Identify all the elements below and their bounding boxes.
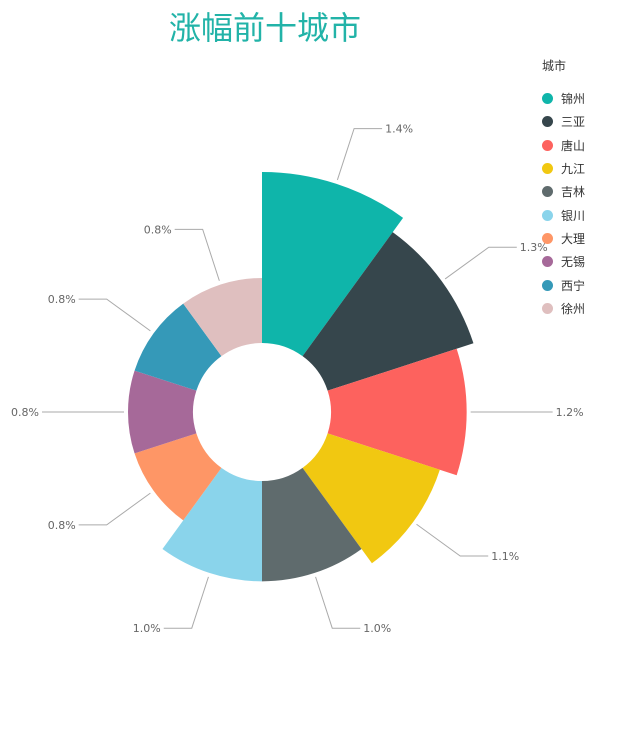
- legend-label: 唐山: [561, 138, 586, 153]
- rose-slice-三亚[interactable]: [302, 232, 474, 391]
- legend: 城市 锦州三亚唐山九江吉林银川大理无锡西宁徐州: [542, 57, 585, 320]
- data-label-徐州: 0.8%: [144, 223, 172, 236]
- label-line-九江: [416, 523, 489, 557]
- legend-label: 九江: [561, 162, 586, 177]
- label-line-锦州: [336, 128, 383, 181]
- legend-item-西宁[interactable]: 西宁: [542, 273, 585, 296]
- data-label-吉林: 1.0%: [363, 622, 391, 635]
- legend-label: 三亚: [561, 115, 586, 130]
- label-line-徐州: [174, 228, 220, 281]
- data-label-西宁: 0.8%: [48, 293, 76, 306]
- legend-label: 大理: [561, 231, 586, 246]
- legend-item-大理[interactable]: 大理: [542, 227, 585, 250]
- data-label-九江: 1.1%: [491, 550, 519, 563]
- legend-label: 银川: [561, 208, 586, 223]
- legend-item-银川[interactable]: 银川: [542, 203, 585, 226]
- legend-marker: [542, 256, 553, 268]
- legend-marker: [542, 209, 553, 221]
- legend-item-九江[interactable]: 九江: [542, 157, 585, 180]
- label-line-吉林: [315, 576, 361, 629]
- legend-marker: [542, 163, 553, 175]
- legend-label: 徐州: [561, 301, 586, 316]
- legend-marker: [542, 93, 553, 105]
- legend-label: 吉林: [561, 185, 586, 200]
- legend-marker: [542, 139, 553, 151]
- legend-item-三亚[interactable]: 三亚: [542, 110, 585, 133]
- legend-marker: [542, 279, 553, 291]
- data-label-大理: 0.8%: [48, 519, 76, 532]
- legend-marker: [542, 186, 553, 198]
- legend-label: 锦州: [561, 92, 586, 107]
- legend-items: 锦州三亚唐山九江吉林银川大理无锡西宁徐州: [542, 87, 585, 320]
- rose-slice-吉林[interactable]: [262, 467, 362, 582]
- legend-label: 西宁: [561, 278, 586, 293]
- rose-slice-锦州[interactable]: [262, 172, 404, 357]
- legend-label: 无锡: [561, 255, 586, 270]
- legend-item-吉林[interactable]: 吉林: [542, 180, 585, 203]
- legend-marker: [542, 116, 553, 128]
- rose-slice-九江[interactable]: [302, 433, 440, 564]
- rose-slice-大理[interactable]: [134, 433, 222, 521]
- rose-slice-银川[interactable]: [162, 467, 262, 582]
- legend-item-锦州[interactable]: 锦州: [542, 87, 585, 110]
- rose-slice-唐山[interactable]: [327, 348, 467, 476]
- legend-marker: [542, 302, 553, 314]
- rose-slice-无锡[interactable]: [128, 370, 197, 454]
- label-line-银川: [163, 576, 209, 629]
- data-label-唐山: 1.2%: [556, 406, 584, 419]
- legend-title: 城市: [542, 59, 567, 73]
- data-label-锦州: 1.4%: [385, 123, 413, 136]
- legend-item-无锡[interactable]: 无锡: [542, 250, 585, 273]
- rose-slice-徐州[interactable]: [183, 278, 262, 357]
- data-label-三亚: 1.3%: [520, 241, 548, 254]
- label-line-大理: [78, 492, 151, 526]
- rose-slice-西宁[interactable]: [134, 303, 222, 391]
- chart-title: 涨幅前十城市: [168, 9, 361, 47]
- legend-item-唐山[interactable]: 唐山: [542, 134, 585, 157]
- label-line-三亚: [444, 246, 517, 280]
- data-label-银川: 1.0%: [133, 622, 161, 635]
- legend-marker: [542, 232, 553, 244]
- label-line-西宁: [78, 298, 151, 332]
- data-label-无锡: 0.8%: [11, 406, 39, 419]
- legend-item-徐州[interactable]: 徐州: [542, 297, 585, 320]
